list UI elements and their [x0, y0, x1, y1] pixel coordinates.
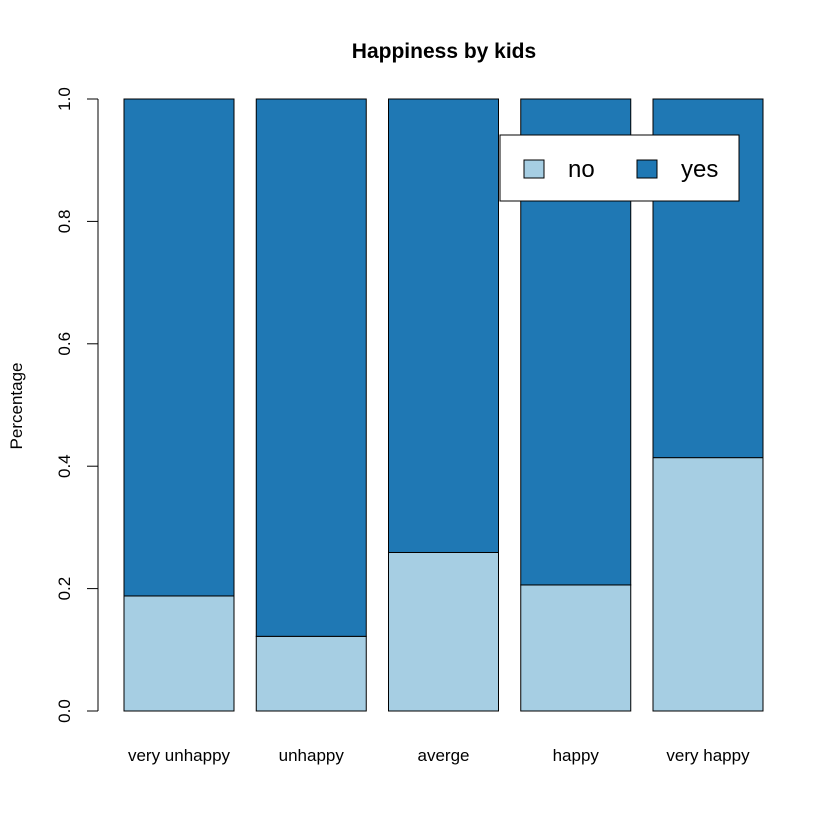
y-tick-label: 0.6 — [55, 332, 74, 356]
bar-no-1 — [255, 635, 367, 712]
bar-no-0 — [123, 595, 235, 712]
legend-label-yes: yes — [681, 156, 718, 183]
x-tick-label: very unhappy — [128, 746, 231, 765]
y-tick-label: 0.0 — [55, 699, 74, 723]
legend-label-no: no — [568, 156, 595, 183]
y-axis: 0.0 0.2 0.4 0.6 0.8 1.0 — [55, 87, 99, 723]
legend-swatch-yes — [636, 159, 658, 179]
bar-no-4 — [652, 457, 764, 712]
y-tick-label: 1.0 — [55, 87, 74, 111]
bars — [123, 98, 764, 712]
x-axis-labels: very unhappy unhappy averge happy very happy — [128, 746, 750, 765]
x-tick-label: averge — [418, 746, 470, 765]
y-axis-label: Percentage — [7, 363, 26, 450]
chart-title: Happiness by kids — [352, 40, 536, 63]
y-tick-label: 0.2 — [55, 577, 74, 601]
x-tick-label: happy — [553, 746, 600, 765]
bar-no-3 — [520, 584, 632, 712]
bar-yes-1 — [255, 98, 367, 637]
x-tick-label: very happy — [666, 746, 750, 765]
bar-yes-0 — [123, 98, 235, 597]
y-tick-label: 0.4 — [55, 454, 74, 478]
y-tick-label: 0.8 — [55, 210, 74, 234]
bar-yes-2 — [388, 98, 499, 553]
legend-swatch-no — [523, 159, 545, 179]
bar-no-2 — [388, 551, 499, 712]
x-tick-label: unhappy — [279, 746, 345, 765]
legend: no yes — [499, 134, 740, 202]
